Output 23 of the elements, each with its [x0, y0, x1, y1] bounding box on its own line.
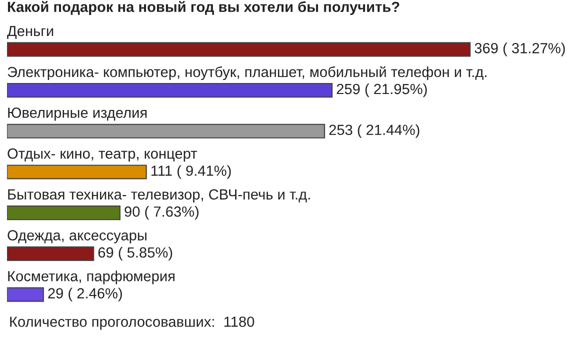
y-tick-label: Бытовая техника- телевизор, СВЧ-печь и т.д.	[8, 189, 310, 202]
y-tick-label: Одежда, аксессуары	[8, 230, 146, 244]
bar	[7, 82, 333, 98]
y-tick-label: Косметика, парфюмерия	[8, 270, 174, 284]
chart-title: Какой подарок на новый год вы хотели бы получить?	[8, 1, 400, 15]
data-label: 29 ( 2.46%)	[48, 288, 122, 302]
data-label: 69 ( 5.85%)	[98, 246, 172, 260]
y-tick-label: Электроника- компьютер, ноутбук, планшет, мобильный телефон и т.д.	[8, 66, 486, 80]
bar	[7, 164, 147, 180]
data-label: 90 ( 7.63%)	[124, 206, 198, 220]
data-label: 259 ( 21.95%)	[336, 83, 427, 98]
y-tick-label: Деньги	[7, 26, 54, 39]
bar	[7, 206, 121, 220]
bar	[7, 287, 44, 302]
text: Количество проголосовавших: 1180	[10, 316, 254, 330]
data-label: 369 ( 31.27%)	[474, 42, 565, 56]
y-tick-label: Отдых- кино, театр, концерт	[8, 148, 198, 162]
data-label: 253 ( 21.44%)	[329, 124, 420, 138]
y-tick-label: Ювелирные изделия	[8, 108, 147, 121]
bar	[7, 246, 94, 261]
data-label: 111 ( 9.41%)	[151, 165, 231, 179]
bar	[7, 124, 326, 138]
bar	[7, 42, 471, 57]
